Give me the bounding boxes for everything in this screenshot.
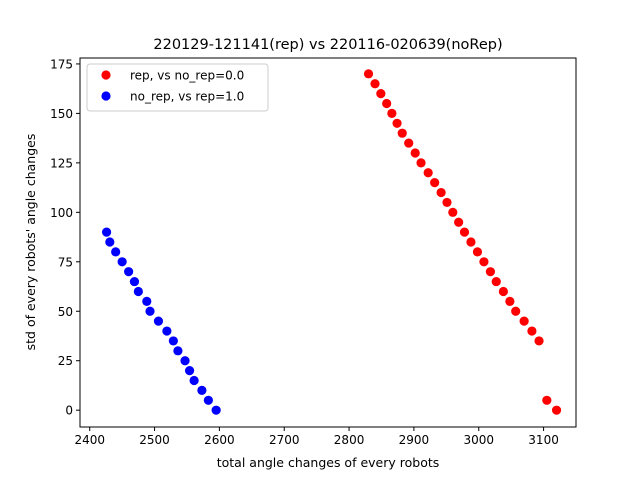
- y-tick-label: 125: [50, 156, 73, 170]
- data-point: [173, 346, 183, 356]
- data-point: [363, 69, 374, 79]
- legend-label: rep, vs no_rep=0.0: [130, 69, 244, 83]
- data-point: [197, 385, 207, 395]
- data-point: [454, 217, 464, 227]
- legend-marker: [101, 70, 111, 80]
- data-point: [117, 257, 127, 267]
- data-point: [485, 267, 496, 277]
- data-point: [124, 267, 134, 277]
- data-point: [436, 187, 446, 198]
- y-tick-label: 175: [50, 57, 73, 71]
- y-tick-label: 25: [58, 354, 73, 368]
- data-point: [479, 257, 489, 267]
- series-1: [363, 69, 562, 415]
- data-point: [376, 89, 386, 99]
- data-point: [189, 375, 199, 386]
- legend-label: no_rep, vs rep=1.0: [130, 90, 244, 104]
- x-tick-label: 2400: [74, 433, 105, 447]
- data-point: [466, 237, 476, 247]
- x-tick-label: 3000: [463, 433, 494, 447]
- data-point: [180, 356, 190, 366]
- data-point: [145, 306, 155, 316]
- data-point: [162, 326, 172, 336]
- y-tick-label: 50: [58, 305, 73, 319]
- data-point: [472, 247, 483, 257]
- legend-box: [86, 63, 269, 112]
- series-2: [101, 227, 221, 415]
- data-point: [404, 138, 414, 148]
- data-point: [392, 118, 402, 128]
- data-point: [511, 306, 521, 316]
- x-tick-label: 2500: [139, 433, 170, 447]
- x-tick-label: 2700: [269, 433, 300, 447]
- data-point: [129, 276, 140, 287]
- y-tick-label: 150: [50, 107, 73, 121]
- y-tick-label: 0: [65, 404, 73, 418]
- data-point: [142, 296, 152, 306]
- data-point: [448, 207, 458, 217]
- data-point: [111, 247, 121, 257]
- x-tick-label: 2900: [399, 433, 430, 447]
- plot-area: 2400 2500 2600 2700 2800 2900 3000 3100 0 25 50 75 1…: [50, 57, 577, 447]
- legend: rep, vs no_rep=0.0 no_rep, vs rep=1.0: [86, 63, 269, 112]
- data-point: [153, 316, 164, 326]
- axes-frame: [79, 57, 577, 428]
- x-tick-label: 2800: [334, 433, 365, 447]
- data-point: [551, 405, 562, 415]
- data-point: [101, 227, 112, 237]
- data-point: [519, 316, 529, 326]
- data-point: [527, 326, 537, 336]
- data-point: [397, 128, 407, 138]
- data-point: [203, 395, 213, 405]
- data-point: [491, 276, 501, 287]
- data-point: [168, 336, 178, 346]
- data-point: [211, 405, 221, 415]
- data-point: [505, 296, 515, 306]
- y-tick-label: 75: [58, 255, 73, 269]
- x-tick-label: 2600: [204, 433, 235, 447]
- y-tick-label: 100: [50, 206, 73, 220]
- data-point: [387, 108, 397, 118]
- y-axis-label: std of every robots' angle changes: [23, 134, 38, 351]
- data-point: [534, 336, 544, 346]
- data-point: [430, 178, 440, 188]
- data-point: [498, 286, 508, 297]
- x-axis-label: total angle changes of every robots: [217, 455, 440, 470]
- data-point: [542, 395, 552, 405]
- data-point: [410, 148, 420, 158]
- chart-title: 220129-121141(rep) vs 220116-020639(noRe…: [153, 37, 502, 53]
- x-tick-label: 3100: [528, 433, 559, 447]
- data-point: [133, 286, 143, 297]
- data-point: [370, 79, 380, 89]
- legend-marker: [101, 91, 111, 101]
- data-point: [416, 158, 426, 168]
- data-point: [442, 197, 452, 208]
- data-point: [459, 227, 470, 237]
- data-point: [382, 98, 392, 109]
- data-point: [184, 366, 195, 376]
- data-point: [105, 237, 115, 247]
- data-point: [423, 168, 433, 178]
